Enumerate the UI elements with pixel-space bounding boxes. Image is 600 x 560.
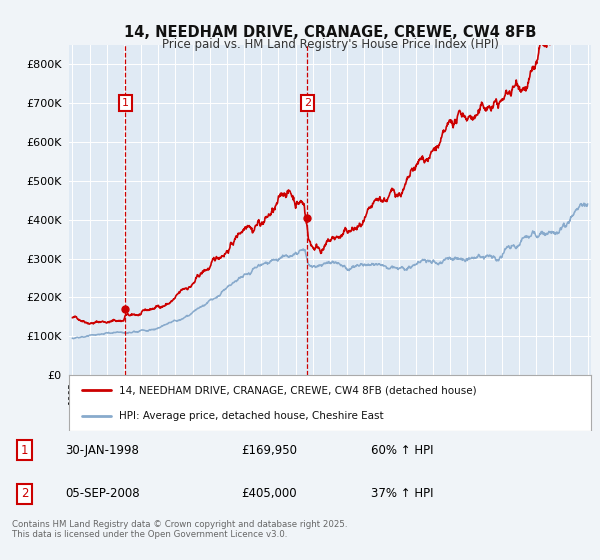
Text: 2: 2 bbox=[21, 487, 28, 500]
Text: 2: 2 bbox=[304, 98, 311, 108]
Text: HPI: Average price, detached house, Cheshire East: HPI: Average price, detached house, Ches… bbox=[119, 411, 383, 421]
Text: Price paid vs. HM Land Registry's House Price Index (HPI): Price paid vs. HM Land Registry's House … bbox=[161, 38, 499, 51]
Text: 05-SEP-2008: 05-SEP-2008 bbox=[65, 487, 139, 500]
Text: 30-JAN-1998: 30-JAN-1998 bbox=[65, 444, 139, 457]
Text: 37% ↑ HPI: 37% ↑ HPI bbox=[371, 487, 433, 500]
Text: 1: 1 bbox=[21, 444, 28, 457]
Text: 14, NEEDHAM DRIVE, CRANAGE, CREWE, CW4 8FB (detached house): 14, NEEDHAM DRIVE, CRANAGE, CREWE, CW4 8… bbox=[119, 385, 476, 395]
Text: 14, NEEDHAM DRIVE, CRANAGE, CREWE, CW4 8FB: 14, NEEDHAM DRIVE, CRANAGE, CREWE, CW4 8… bbox=[124, 25, 536, 40]
Text: 1: 1 bbox=[122, 98, 129, 108]
Text: 60% ↑ HPI: 60% ↑ HPI bbox=[371, 444, 433, 457]
Text: Contains HM Land Registry data © Crown copyright and database right 2025.
This d: Contains HM Land Registry data © Crown c… bbox=[12, 520, 347, 539]
Text: £405,000: £405,000 bbox=[241, 487, 297, 500]
Text: £169,950: £169,950 bbox=[241, 444, 297, 457]
